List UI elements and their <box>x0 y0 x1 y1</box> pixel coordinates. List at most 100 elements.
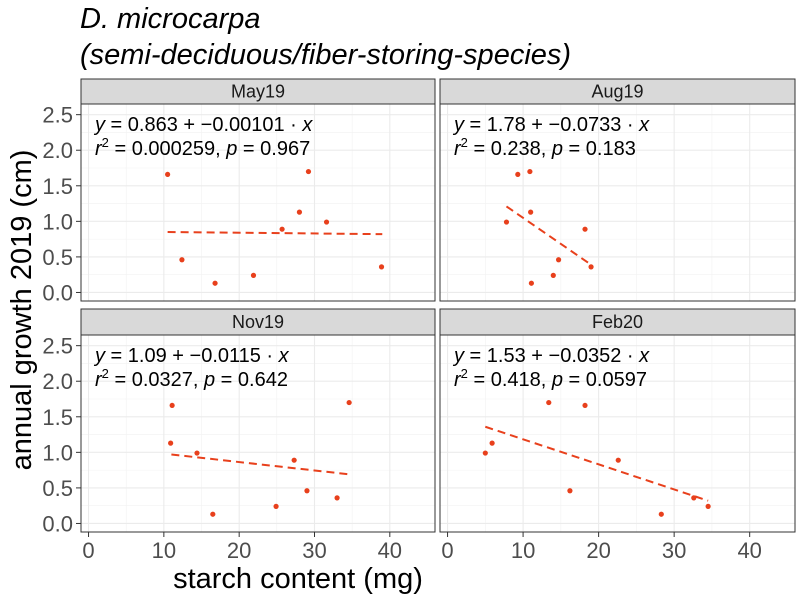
y-tick-label: 2.5 <box>42 334 73 359</box>
x-tick-label: 40 <box>378 538 402 563</box>
data-point <box>210 511 216 517</box>
data-point <box>588 264 594 270</box>
regression-line <box>505 205 592 266</box>
panel-may19: May19 y = 0.863 + −0.00101 · xr2 = 0.0002… <box>80 78 436 302</box>
gridlines <box>440 335 795 532</box>
regression-line <box>171 453 351 476</box>
panel-aug19: Aug19 y = 1.78 + −0.0733 · xr2 = 0.238, p… <box>439 78 796 302</box>
axes: 0.0 0.5 1.0 1.5 2.0 2.5 0.0 0.5 1.0 1.5 2.0 2.5 0 10 2… <box>42 103 762 563</box>
x-tick-label: 30 <box>302 538 326 563</box>
regression-stats: r2 = 0.000259, p = 0.967 <box>95 135 310 160</box>
chart-title-line2: (semi-deciduous/fiber-storing-species) <box>80 39 571 71</box>
data-point <box>482 450 488 456</box>
x-tick-label: 10 <box>511 538 535 563</box>
data-point <box>273 503 279 509</box>
regression-equation: y = 1.09 + −0.0115 · x <box>93 345 290 367</box>
panel-border <box>439 334 796 533</box>
data-point <box>546 399 552 406</box>
x-axis-title: starch content (mg) <box>173 563 423 595</box>
data-point <box>334 495 340 501</box>
data-point <box>179 257 185 263</box>
panel-background <box>440 335 795 532</box>
data-point <box>165 171 171 178</box>
data-point <box>194 450 200 456</box>
panel-feb20: Feb20 y = 1.53 + −0.0352 · xr2 = 0.418, p… <box>439 308 796 533</box>
data-point <box>582 402 588 409</box>
data-point <box>503 219 510 225</box>
facet-label: Nov19 <box>232 312 284 332</box>
y-tick-label: 0.0 <box>42 280 73 305</box>
y-tick-label: 1.5 <box>42 174 73 199</box>
facet-label: May19 <box>231 82 285 102</box>
regression-line <box>167 231 383 236</box>
data-point <box>582 226 588 232</box>
regression-equation: y = 1.53 + −0.0352 · x <box>452 345 650 367</box>
chart-title-line1: D. microcarpa <box>80 3 261 35</box>
data-point <box>304 488 310 494</box>
regression-stats: r2 = 0.418, p = 0.0597 <box>454 366 647 391</box>
x-tick-label: 0 <box>82 538 94 563</box>
data-point <box>250 272 257 278</box>
data-point <box>296 209 303 215</box>
y-tick-label: 1.5 <box>42 405 73 430</box>
x-tick-label: 10 <box>152 538 176 563</box>
data-point <box>528 280 534 286</box>
data-point <box>291 457 297 463</box>
data-point <box>169 402 175 409</box>
x-tick-label: 0 <box>441 538 453 563</box>
panel-nov19: Nov19 y = 1.09 + −0.0115 · xr2 = 0.0327, … <box>80 308 436 533</box>
data-point <box>615 457 621 463</box>
panel-border <box>439 103 796 302</box>
y-tick-label: 0.0 <box>42 511 73 536</box>
gridlines <box>81 335 435 532</box>
panel-background <box>81 104 435 301</box>
x-tick-label: 40 <box>737 538 761 563</box>
y-tick-label: 0.5 <box>42 476 73 501</box>
facet-strip <box>80 78 436 105</box>
y-tick-label: 1.0 <box>42 440 73 465</box>
data-point <box>528 209 534 215</box>
data-point <box>323 219 330 225</box>
regression-stats: r2 = 0.238, p = 0.183 <box>454 135 636 160</box>
regression-equation: y = 1.78 + −0.0733 · x <box>452 114 650 136</box>
data-point <box>489 440 495 446</box>
data-point <box>305 168 312 175</box>
y-tick-label: 2.0 <box>42 138 73 163</box>
data-point <box>212 280 218 286</box>
gridlines <box>440 104 795 301</box>
regression-stats: r2 = 0.0327, p = 0.642 <box>95 366 288 391</box>
regression-line <box>485 425 709 502</box>
data-point <box>527 168 533 175</box>
x-tick-label: 30 <box>662 538 686 563</box>
panel-background <box>81 335 435 532</box>
x-tick-label: 20 <box>586 538 610 563</box>
data-point <box>346 399 352 406</box>
data-point <box>378 264 385 270</box>
gridlines <box>81 104 435 301</box>
facet-strip <box>439 78 796 105</box>
panel-border <box>80 334 436 533</box>
data-point <box>555 257 562 263</box>
regression-equation: y = 0.863 + −0.00101 · x <box>93 114 313 136</box>
data-point <box>279 226 285 232</box>
data-point <box>168 440 174 446</box>
facet-label: Aug19 <box>591 82 643 102</box>
data-point <box>691 495 697 501</box>
data-point <box>658 511 664 517</box>
y-tick-label: 2.5 <box>42 103 73 128</box>
panel-border <box>80 103 436 302</box>
y-axis-title: annual growth 2019 (cm) <box>6 150 38 471</box>
y-tick-label: 0.5 <box>42 245 73 270</box>
data-point <box>705 503 711 509</box>
y-tick-label: 2.0 <box>42 369 73 394</box>
panel-background <box>440 104 795 301</box>
facet-label: Feb20 <box>592 312 643 332</box>
facet-strip <box>80 308 436 336</box>
panel-grid: May19 y = 0.863 + −0.00101 · xr2 = 0.0002… <box>80 78 796 533</box>
y-tick-label: 1.0 <box>42 209 73 234</box>
data-point <box>567 488 573 494</box>
x-tick-label: 20 <box>227 538 251 563</box>
data-point <box>550 272 556 278</box>
data-point <box>515 171 521 178</box>
